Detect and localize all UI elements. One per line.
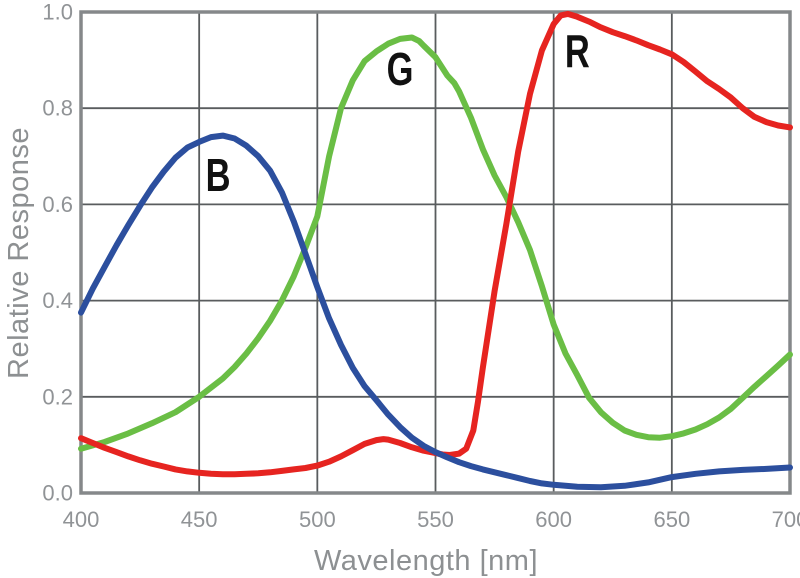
- x-tick-label: 550: [417, 507, 454, 532]
- curve-labels: G R B: [206, 25, 590, 201]
- y-axis-title: Relative Response: [3, 127, 35, 379]
- y-tick-label: 0.6: [42, 192, 73, 217]
- x-tick-label: 650: [653, 507, 690, 532]
- x-tick-label: 500: [299, 507, 336, 532]
- plot-border: [79, 10, 792, 495]
- tick-labels: 400 450 500 550 600 650 700 0.0 0.2 0.4 0.6 0.8 1.0: [42, 0, 800, 532]
- x-tick-label: 400: [63, 507, 100, 532]
- x-tick-label: 600: [535, 507, 572, 532]
- plot-frame: [79, 10, 792, 495]
- grid-lines: [81, 12, 790, 493]
- green-channel-curve: [78, 34, 793, 452]
- y-tick-label: 0.0: [42, 481, 73, 506]
- blue-channel-label: B: [206, 149, 231, 201]
- x-tick-label: 450: [181, 507, 218, 532]
- curves: [78, 10, 793, 491]
- blue-channel-curve: [78, 132, 793, 491]
- y-tick-label: 1.0: [42, 0, 73, 25]
- green-channel-label: G: [387, 43, 414, 95]
- y-tick-label: 0.2: [42, 384, 73, 409]
- y-tick-label: 0.4: [42, 288, 73, 313]
- y-tick-label: 0.8: [42, 96, 73, 121]
- red-channel-label: R: [565, 25, 590, 77]
- x-axis-title: Wavelength [nm]: [314, 545, 538, 577]
- x-tick-label: 700: [772, 507, 800, 532]
